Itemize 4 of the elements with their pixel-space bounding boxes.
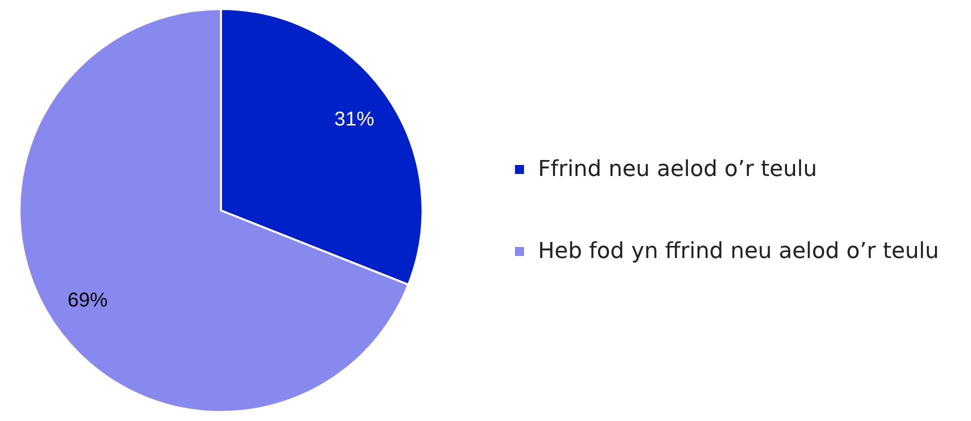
data-label: 69% [68, 290, 108, 312]
data-label: 31% [334, 108, 375, 130]
legend-label: Ffrind neu aelod o’r teulu [538, 156, 818, 184]
legend-label: Heb fod yn ffrind neu aelod o’r teulu [538, 238, 939, 266]
